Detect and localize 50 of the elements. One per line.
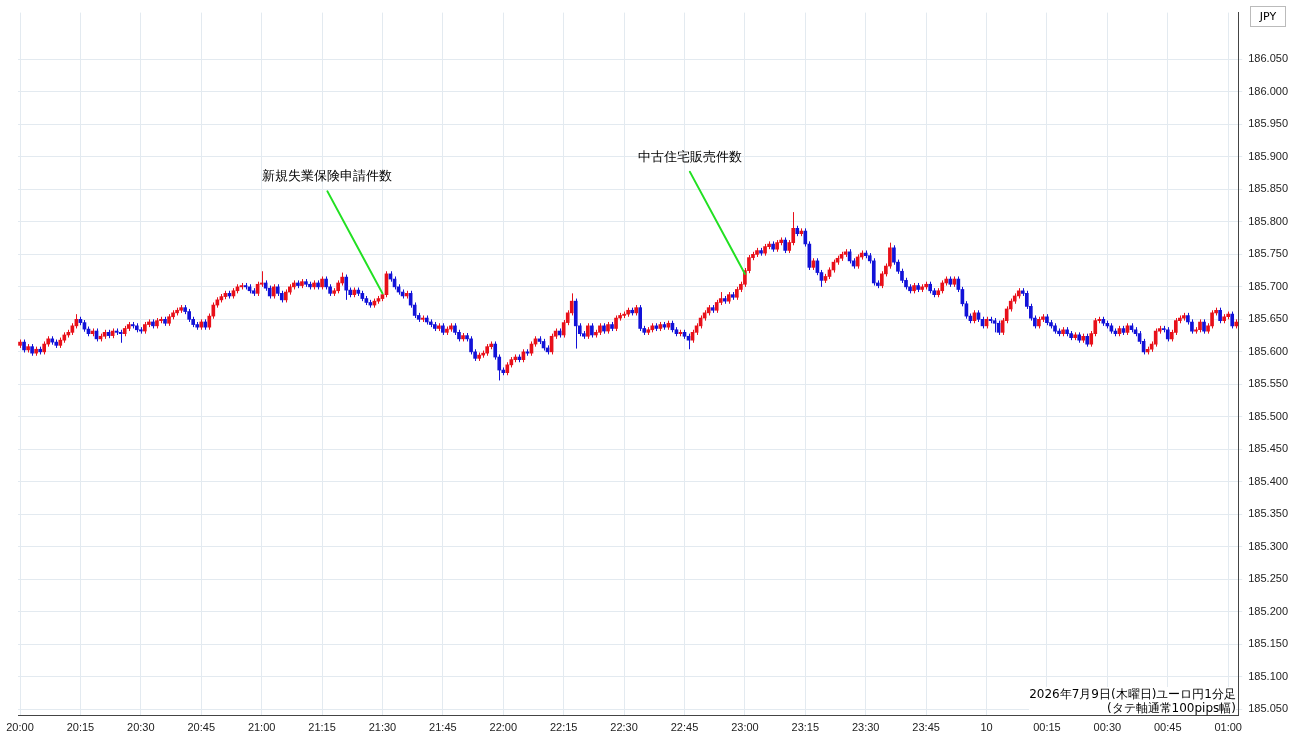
annotation: (タテ軸通常100pips幅) [1105,701,1236,715]
y-tick-label: 185.450 [1248,442,1288,455]
y-tick-label: 185.550 [1248,377,1288,390]
y-tick-label: 185.500 [1248,409,1288,422]
y-tick-label: 185.100 [1248,669,1288,682]
x-tick-label: 22:30 [610,721,638,734]
annotation: 2026年7月9日(木曜日)ユーロ円1分足 [1029,687,1236,701]
y-tick-label: 185.350 [1248,507,1288,520]
candlestick [469,335,473,355]
y-tick-label: 185.850 [1248,182,1288,195]
y-tick-label: 185.650 [1248,312,1288,325]
y-tick-label: 185.400 [1248,474,1288,487]
annotation: 新規失業保険申請件数 [262,168,393,184]
y-tick-label: 185.700 [1248,279,1288,292]
y-tick-label: 185.150 [1248,637,1288,650]
x-tick-label: 22:15 [549,721,578,734]
x-tick-label: 20:45 [187,721,215,734]
x-tick-label: 00:30 [1093,721,1122,734]
x-tick-label: 23:15 [791,721,820,734]
x-tick-label: 20:30 [127,721,155,734]
candlestick [1153,327,1158,348]
y-tick-label: 186.000 [1248,84,1288,97]
y-tick-label: 185.900 [1248,149,1288,162]
y-tick-label: 186.050 [1248,52,1288,65]
y-tick-label: 185.250 [1248,572,1288,585]
y-tick-label: 185.750 [1248,247,1288,260]
x-tick-label: 23:00 [731,721,759,734]
candlestick [871,257,876,287]
x-tick-label: 00:15 [1033,721,1061,734]
x-tick-label: 20:00 [6,721,34,734]
x-tick-label: 10 [980,721,993,734]
x-tick-label: 21:30 [368,721,397,734]
y-tick-label: 185.600 [1248,344,1288,357]
x-tick-label: 23:45 [912,721,940,734]
x-tick-label: 01:00 [1214,721,1242,734]
x-tick-label: 21:00 [247,721,276,734]
y-tick-label: 185.300 [1248,539,1288,552]
annotation: 中古住宅販売件数 [637,148,742,164]
y-tick-label: 185.050 [1248,702,1288,715]
x-tick-label: 23:30 [851,721,880,734]
y-tick-label: 185.800 [1248,214,1288,227]
y-tick-label: 185.950 [1248,117,1288,130]
x-tick-label: 21:45 [429,721,457,734]
x-tick-label: 00:45 [1154,721,1182,734]
x-tick-label: 22:00 [489,721,518,734]
y-axis-title: JPY [1250,6,1286,27]
x-tick-label: 21:15 [308,721,336,734]
y-tick-label: 185.200 [1248,604,1288,617]
x-tick-label: 22:45 [670,721,699,734]
x-tick-label: 20:15 [66,721,95,734]
